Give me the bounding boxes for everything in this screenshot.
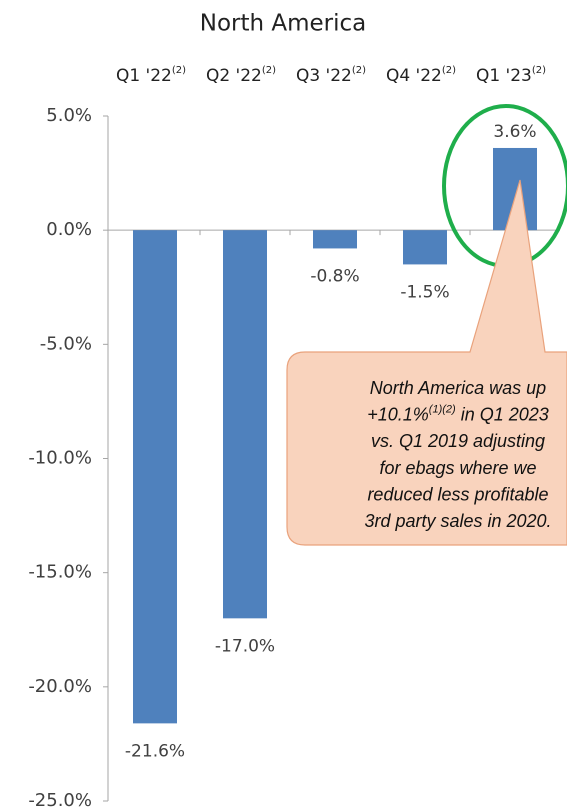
value-label: -17.0% [215,636,275,656]
footnote: (2) [532,65,546,76]
category: Q3 '22 [296,66,352,86]
callout-text: +10.1%(1)(2) in Q1 2023 [367,404,549,425]
bar [133,230,177,724]
y-tick-label: -5.0% [40,333,92,354]
callout-text: North America was up [370,378,546,398]
x-tick-label: Q3 '22(2) [296,65,366,86]
value-label: 3.6% [493,122,536,142]
callout [286,179,567,546]
footnote: (2) [172,65,186,76]
category: Q2 '22 [206,66,262,86]
callout-text: 3rd party sales in 2020. [364,511,551,531]
y-tick-label: -25.0% [28,790,92,811]
category: Q4 '22 [386,66,442,86]
callout-text: reduced less profitable [367,484,548,504]
value-label: -21.6% [125,741,185,761]
bar [313,230,357,249]
y-tick-label: 5.0% [46,105,92,126]
y-tick-label: -20.0% [28,676,92,697]
value-label: -0.8% [310,266,359,286]
y-tick-label: -15.0% [28,562,92,583]
chart-title: North America [200,11,367,37]
x-tick-label: Q2 '22(2) [206,65,276,86]
value-label: -1.5% [400,282,449,302]
x-tick-label: Q1 '22(2) [116,65,186,86]
callout-superscript: (1)(2) [429,404,456,416]
callout-text: for ebags where we [379,458,536,478]
footnote: (2) [262,65,276,76]
callout-segment: reduced less profitable [367,484,548,504]
x-tick-label: Q4 '22(2) [386,65,456,86]
callout-segment: +10.1% [367,404,429,424]
bar [223,230,267,619]
callout-segment: North America was up [370,378,546,398]
callout-segment: for ebags where we [379,458,536,478]
callout-text: vs. Q1 2019 adjusting [371,431,545,451]
y-tick-label: 0.0% [46,219,92,240]
footnote: (2) [352,65,366,76]
callout-segment: 3rd party sales in 2020. [364,511,551,531]
category: Q1 '23 [476,66,532,86]
category: Q1 '22 [116,66,172,86]
callout-segment: in Q1 2023 [456,404,549,424]
callout-segment: vs. Q1 2019 adjusting [371,431,545,451]
y-tick-label: -10.0% [28,448,92,469]
x-tick-label: Q1 '23(2) [476,65,546,86]
bar [403,230,447,265]
footnote: (2) [442,65,456,76]
